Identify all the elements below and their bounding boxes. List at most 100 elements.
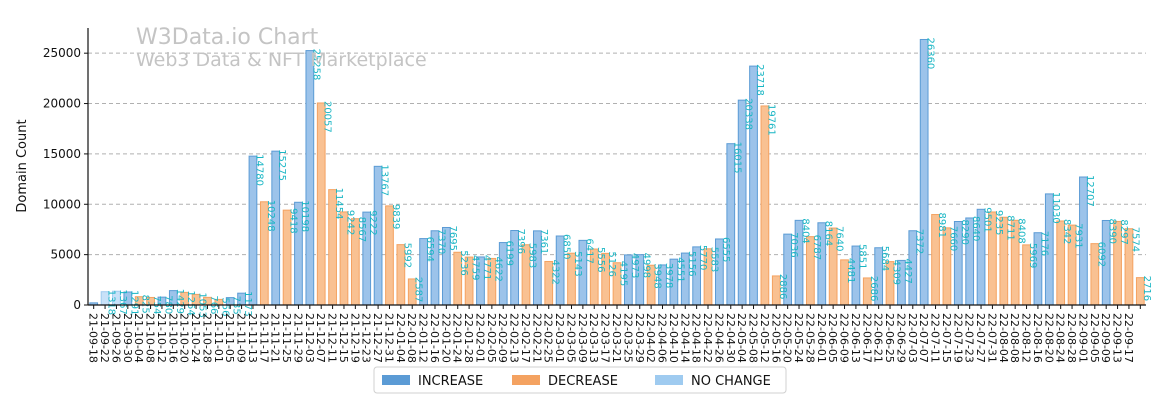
bar-value-label: 9235 bbox=[993, 210, 1004, 235]
x-tick-label: 22-05-24 bbox=[792, 313, 805, 363]
bar-value-label: 4771 bbox=[481, 255, 492, 280]
x-tick-label: 21-11-25 bbox=[280, 313, 293, 363]
bar-value-label: 4759 bbox=[470, 255, 481, 280]
bar-value-label: 5983 bbox=[526, 243, 537, 268]
bar-value-label: 5556 bbox=[595, 247, 606, 272]
axes: 050001000015000200002500021-09-1821-09-2… bbox=[43, 28, 1146, 363]
x-tick-label: 22-01-04 bbox=[394, 313, 407, 363]
bar-value-label: 7574 bbox=[1129, 227, 1140, 252]
x-tick-label: 22-01-24 bbox=[451, 313, 464, 363]
bar-value-label: 6850 bbox=[561, 234, 572, 259]
x-tick-label: 22-06-01 bbox=[815, 313, 828, 363]
x-tick-label: 22-09-01 bbox=[1076, 313, 1089, 363]
bar-value-label: 5851 bbox=[856, 244, 867, 269]
x-tick-label: 22-08-20 bbox=[1042, 313, 1055, 363]
bar-value-label: 4998 bbox=[640, 253, 651, 278]
bars bbox=[89, 38, 1145, 306]
x-tick-label: 22-07-07 bbox=[917, 313, 930, 363]
x-tick-label: 21-09-22 bbox=[98, 313, 111, 363]
bar-value-label: 8408 bbox=[1016, 218, 1027, 243]
bar-value-label: 5969 bbox=[1027, 243, 1038, 268]
x-tick-label: 21-09-26 bbox=[109, 313, 122, 363]
bar-value-label: 1429 bbox=[174, 289, 185, 314]
x-tick-label: 21-10-24 bbox=[189, 313, 202, 363]
x-tick-label: 22-05-12 bbox=[758, 313, 771, 363]
bar-22-05-12 bbox=[760, 105, 770, 306]
bar-value-label: 3978 bbox=[663, 263, 674, 288]
x-tick-label: 22-05-16 bbox=[769, 313, 782, 363]
bar-value-label: 5143 bbox=[572, 251, 583, 276]
bar-value-label: 6555 bbox=[720, 237, 731, 262]
x-tick-label: 21-12-07 bbox=[314, 313, 327, 363]
x-tick-label: 22-06-17 bbox=[860, 313, 873, 363]
x-tick-label: 21-10-08 bbox=[144, 313, 157, 363]
x-tick-label: 22-09-09 bbox=[1099, 313, 1112, 363]
bar-21-12-03 bbox=[305, 50, 315, 306]
x-tick-label: 22-05-04 bbox=[735, 313, 748, 363]
y-tick-label: 20000 bbox=[43, 97, 81, 111]
bar-value-label: 5992 bbox=[401, 243, 412, 268]
x-tick-label: 22-07-27 bbox=[974, 313, 987, 363]
legend-label-nochange: NO CHANGE bbox=[691, 374, 771, 389]
x-tick-label: 21-10-28 bbox=[200, 313, 213, 363]
legend-swatch-decrease bbox=[512, 375, 540, 385]
x-tick-label: 22-08-24 bbox=[1054, 313, 1067, 363]
bar-value-label: 9501 bbox=[982, 207, 993, 232]
x-tick-label: 22-09-05 bbox=[1088, 313, 1101, 363]
bar-value-label: 13767 bbox=[379, 164, 390, 196]
bar-value-label: 9418 bbox=[288, 208, 299, 233]
bar-value-label: 6417 bbox=[583, 238, 594, 263]
x-tick-label: 22-01-12 bbox=[417, 313, 430, 363]
x-tick-label: 22-05-08 bbox=[747, 313, 760, 363]
bar-value-label: 1318 bbox=[106, 290, 117, 315]
x-tick-label: 22-06-25 bbox=[883, 313, 896, 363]
bar-value-label: 15275 bbox=[276, 149, 287, 181]
bar-value-label: 7640 bbox=[834, 226, 845, 251]
x-tick-label: 22-04-22 bbox=[701, 313, 714, 363]
x-tick-label: 22-08-08 bbox=[1008, 313, 1021, 363]
x-tick-label: 21-12-19 bbox=[348, 313, 361, 363]
x-tick-label: 22-04-10 bbox=[667, 313, 680, 363]
bar-value-label: 2587 bbox=[413, 277, 424, 302]
bar-value-label: 8567 bbox=[356, 217, 367, 242]
bar-value-label: 2686 bbox=[868, 276, 879, 301]
bar-value-label: 25258 bbox=[310, 49, 321, 81]
legend: INCREASE DECREASE NO CHANGE bbox=[373, 366, 787, 394]
x-tick-label: 21-12-03 bbox=[303, 313, 316, 363]
x-tick-label: 21-11-01 bbox=[212, 313, 225, 363]
bar-value-label: 8640 bbox=[970, 216, 981, 241]
bar-value-label: 3948 bbox=[652, 263, 663, 288]
legend-swatch-nochange bbox=[655, 375, 683, 385]
x-tick-label: 22-03-25 bbox=[621, 313, 634, 363]
x-tick-label: 21-10-16 bbox=[166, 313, 179, 363]
bar-value-label: 5583 bbox=[709, 247, 720, 272]
x-tick-label: 22-05-20 bbox=[781, 313, 794, 363]
bar-value-label: 7361 bbox=[538, 229, 549, 254]
bar-value-label: 2886 bbox=[777, 274, 788, 299]
x-tick-label: 21-12-31 bbox=[382, 313, 395, 363]
x-tick-label: 22-07-15 bbox=[940, 313, 953, 363]
bar-value-label: 11454 bbox=[333, 188, 344, 220]
x-tick-label: 22-04-30 bbox=[724, 313, 737, 363]
bar-value-label: 4481 bbox=[845, 258, 856, 283]
bar-value-label: 23718 bbox=[754, 64, 765, 96]
x-tick-label: 22-07-19 bbox=[951, 313, 964, 363]
x-tick-label: 22-02-21 bbox=[530, 313, 543, 363]
bar-value-label: 12707 bbox=[1084, 175, 1095, 207]
bar-value-label: 4973 bbox=[629, 253, 640, 278]
x-tick-label: 21-11-13 bbox=[246, 313, 259, 363]
bar-value-label: 556 bbox=[219, 297, 230, 316]
x-tick-label: 21-11-21 bbox=[269, 313, 282, 363]
chart-subtitle-watermark: Web3 Data & NFT Marketplace bbox=[136, 49, 427, 71]
x-tick-label: 21-12-11 bbox=[326, 313, 339, 363]
legend-label-increase: INCREASE bbox=[418, 374, 483, 389]
x-tick-label: 21-11-09 bbox=[235, 313, 248, 363]
bar-22-05-04 bbox=[737, 99, 747, 306]
bar-value-label: 7176 bbox=[1038, 231, 1049, 256]
bar-value-label: 9242 bbox=[344, 210, 355, 235]
bar-value-label: 4309 bbox=[891, 260, 902, 285]
x-tick-label: 21-10-20 bbox=[178, 313, 191, 363]
bar-value-label: 11030 bbox=[1050, 192, 1061, 224]
bar-value-label: 8981 bbox=[936, 213, 947, 238]
